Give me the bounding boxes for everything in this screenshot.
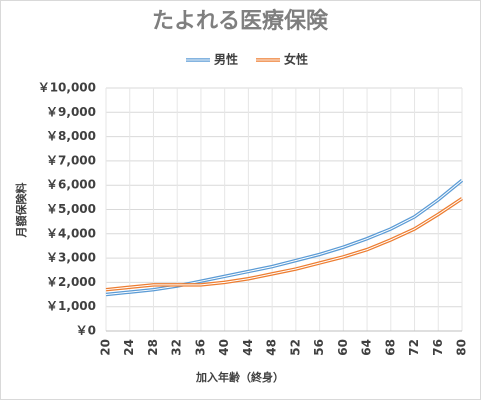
y-tick-label: ￥0 [76, 324, 96, 338]
x-tick-label: 60 [336, 339, 350, 356]
legend-label: 男性 [214, 52, 238, 67]
x-tick-label: 68 [383, 339, 397, 356]
x-tick-label: 76 [431, 339, 445, 356]
chart-title: たよれる医療保険 [152, 8, 329, 34]
y-tick-label: ￥9,000 [46, 105, 96, 119]
legend-label: 女性 [284, 52, 308, 67]
x-tick-label: 28 [146, 339, 160, 356]
x-tick-label: 24 [122, 339, 136, 356]
x-tick-label: 32 [170, 339, 184, 356]
y-tick-label: ￥5,000 [46, 202, 96, 216]
series-line-inner [105, 198, 463, 291]
x-tick-label: 72 [407, 339, 421, 356]
x-tick-label: 36 [193, 339, 207, 356]
y-tick-label: ￥1,000 [46, 299, 96, 313]
x-tick-label: 56 [312, 339, 326, 356]
x-tick-label: 64 [360, 339, 374, 356]
y-tick-label: ￥3,000 [46, 251, 96, 265]
y-tick-label: ￥7,000 [46, 153, 96, 167]
x-tick-label: 48 [265, 339, 279, 356]
y-tick-label: ￥2,000 [46, 275, 96, 289]
series-line-inner [105, 179, 463, 296]
x-tick-label: 44 [241, 339, 255, 356]
x-tick-label: 52 [288, 339, 302, 356]
x-axis-title: 加入年齢（終身） [195, 370, 284, 384]
y-tick-label: ￥10,000 [38, 81, 96, 95]
x-tick-label: 80 [455, 339, 469, 356]
y-axis-title: 月額保険料 [14, 183, 28, 239]
x-tick-label: 40 [217, 339, 231, 356]
x-tick-label: 20 [99, 339, 113, 356]
y-tick-label: ￥8,000 [46, 129, 96, 143]
y-tick-label: ￥4,000 [46, 226, 96, 240]
y-tick-label: ￥6,000 [46, 178, 96, 192]
